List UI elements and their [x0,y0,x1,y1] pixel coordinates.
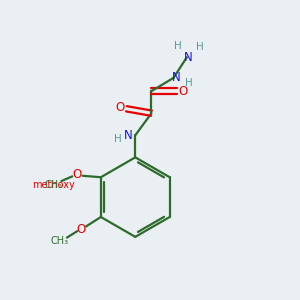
Text: H: H [185,78,193,88]
Text: O: O [72,168,81,181]
Text: N: N [124,129,132,142]
Text: CH₃: CH₃ [50,236,68,246]
Text: H: H [114,134,122,144]
Text: CH₃: CH₃ [45,180,63,190]
Text: H: H [174,41,182,51]
Text: N: N [184,51,193,64]
Text: N: N [172,71,181,84]
Text: O: O [178,85,188,98]
Text: O: O [76,223,86,236]
Text: H: H [196,42,204,52]
Text: O: O [115,101,124,114]
Text: methoxy: methoxy [32,180,75,190]
